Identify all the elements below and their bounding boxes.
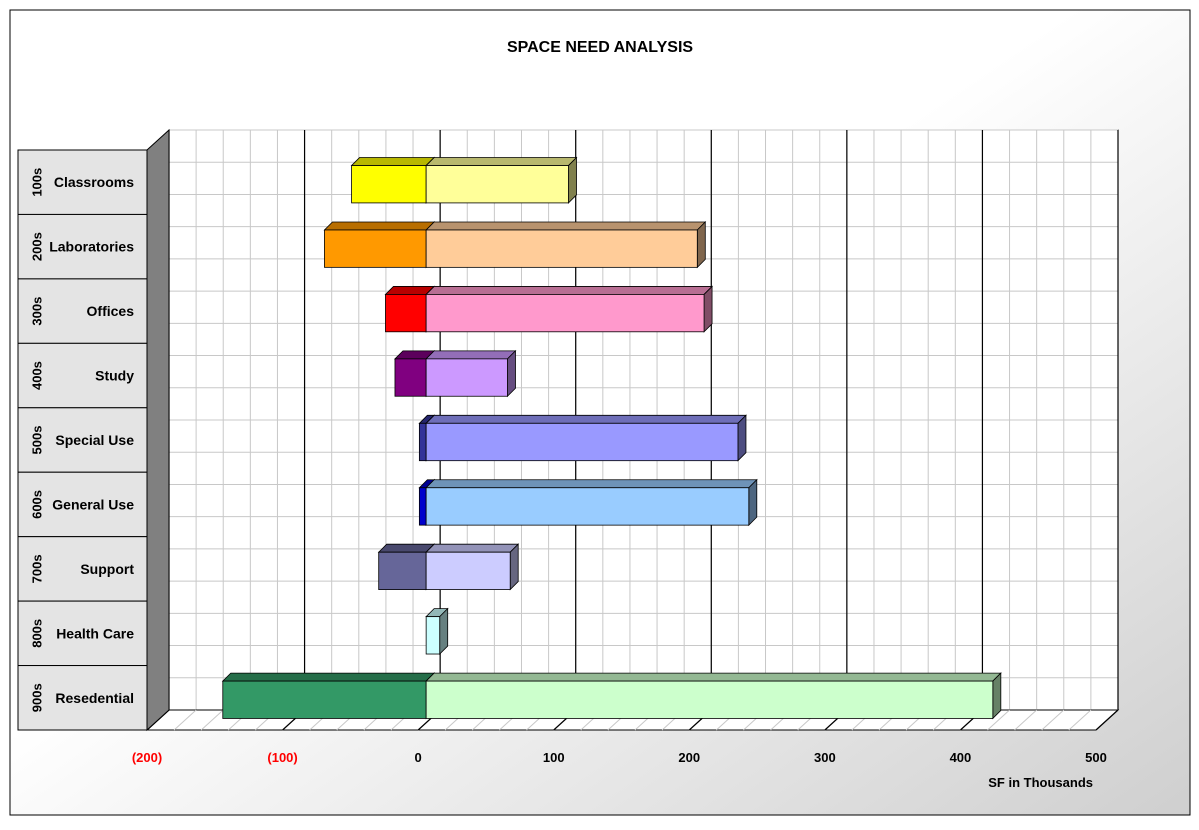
bar-positive-top [425,221,707,231]
bar-positive-top [425,350,517,360]
bar-negative-top [377,543,436,553]
bar-negative-front [222,680,427,719]
bar-negative-front [394,358,427,397]
category-code: 400s [30,361,45,390]
category-label: Health Care [56,625,134,641]
category-label: Classrooms [54,174,134,190]
category-cell [17,471,148,538]
bar-negative [221,672,436,720]
bar-negative-front [418,422,427,462]
category-cell [17,407,148,473]
floor-gridline [1014,709,1037,731]
x-tick-label: (100) [267,750,297,765]
category-code: 100s [30,168,45,197]
bar-positive [425,607,449,655]
bar-positive [425,414,747,462]
bar-positive-top [425,414,747,424]
x-tick-label: 0 [415,750,422,765]
x-tick-label: 200 [678,750,700,765]
bar-negative [350,156,436,204]
bar-positive-side [509,543,519,591]
bar-positive [425,221,707,269]
bar-positive [425,672,1002,720]
bar-negative-top [323,221,436,231]
bar-negative-front [378,551,427,590]
floor-gridline [987,709,1010,731]
bar-positive-front [425,165,569,204]
bar-negative-front [324,229,427,268]
bar-positive-side [748,478,758,527]
bar-positive-top [425,672,1002,682]
category-code: 900s [30,683,45,712]
bar-positive [425,285,714,333]
bar-positive-side [737,414,747,462]
category-code: 500s [30,426,45,455]
bar-positive-front [425,551,511,590]
bar-positive-front [425,487,750,526]
bar-positive-side [439,607,449,655]
bar-positive-top [425,479,758,489]
bar-negative-top [350,157,436,166]
category-cell [17,342,148,409]
bar-positive [425,349,517,398]
category-code: 200s [30,232,45,261]
category-code: 700s [30,554,45,583]
bar-positive-side [507,349,516,398]
bar-positive-front [425,229,698,268]
category-label: Resedential [55,690,134,706]
category-code: 800s [30,619,45,648]
x-tick-label: 500 [1085,750,1107,765]
floor-gridline [1041,709,1065,731]
category-label: Support [80,561,134,577]
chart-title: SPACE NEED ANALYSIS [507,39,693,56]
bar-positive [425,543,520,591]
category-cell [17,213,148,280]
bar-positive-front [425,422,739,462]
bar-negative-top [221,672,436,682]
bar-positive-front [425,358,508,397]
bar-positive-front [425,294,705,333]
category-code: 300s [30,297,45,326]
category-label: Special Use [55,432,134,448]
category-cell [17,665,148,731]
bar-positive [425,478,758,527]
bar-positive-top [425,286,714,295]
category-label: General Use [52,496,134,512]
bar-positive-front [425,680,994,719]
bar-positive-side [703,285,713,333]
bar-negative-front [385,294,427,333]
bar-positive-side [696,221,706,269]
plot-side-wall [146,128,170,732]
floor-major-line [1095,709,1119,731]
bar-positive [425,156,578,204]
floor-gridline [173,709,197,731]
x-tick-label: 400 [950,750,972,765]
category-label: Laboratories [49,239,134,255]
bar-negative-front [351,165,427,204]
bar-positive-top [425,543,520,553]
category-cell [17,278,148,344]
bar-positive-front [425,616,441,655]
category-cell [17,600,148,667]
x-tick-label: (200) [132,750,162,765]
floor-gridline [1068,709,1092,731]
bar-positive-top [425,157,578,166]
floor-gridline [200,709,224,731]
x-axis-label: SF in Thousands [988,775,1093,790]
bar-positive-side [568,156,577,204]
category-code: 600s [30,490,45,519]
bar-positive-side [992,672,1002,720]
bar-negative-front [418,487,427,526]
category-label: Study [95,368,134,384]
category-label: Offices [87,303,135,319]
x-tick-label: 300 [814,750,836,765]
bar-negative [323,221,436,269]
x-tick-label: 100 [543,750,565,765]
